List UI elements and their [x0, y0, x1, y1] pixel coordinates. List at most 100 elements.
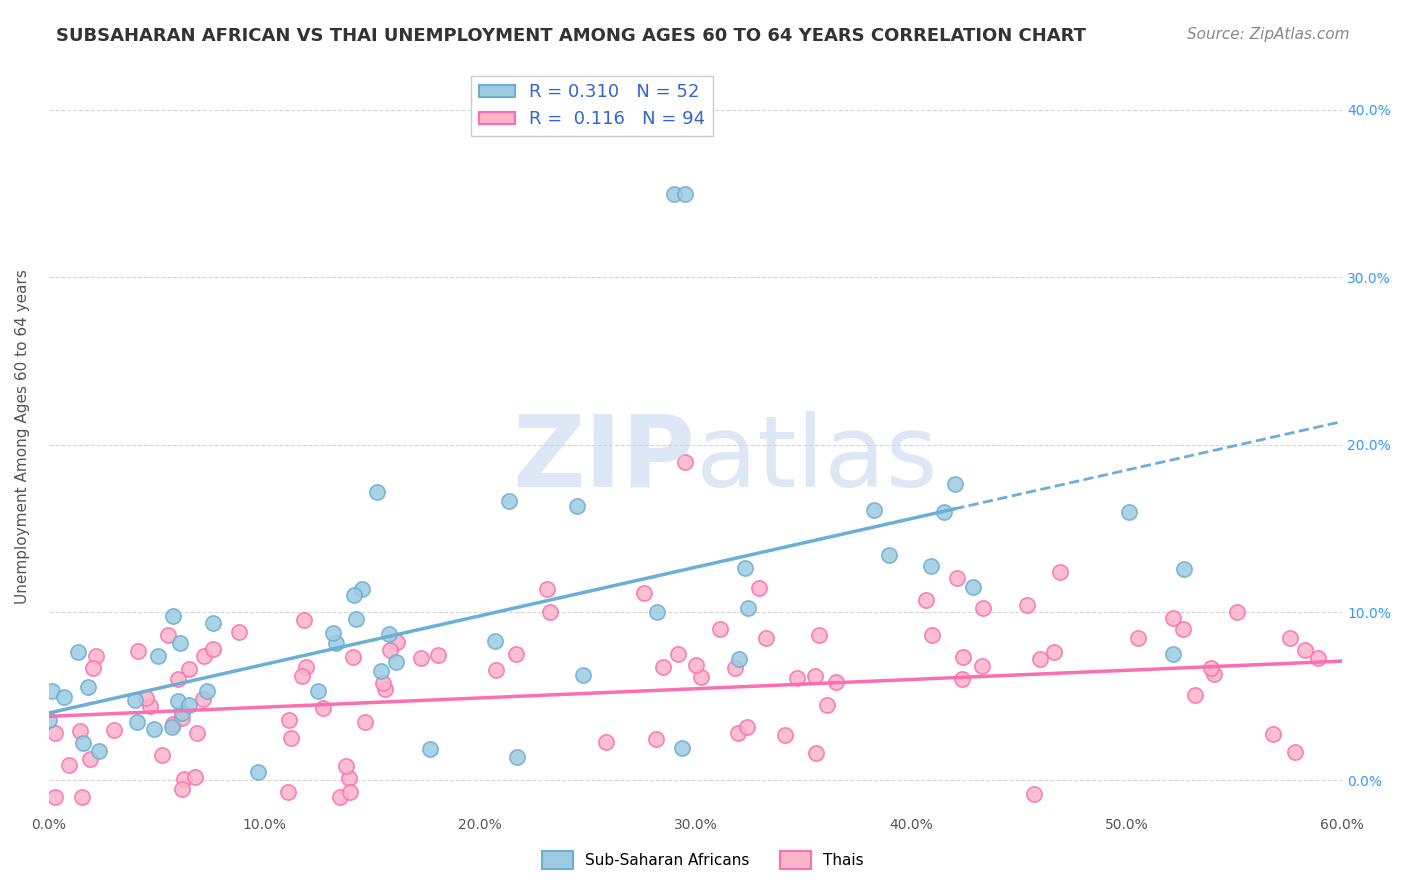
Sub-Saharan Africans	[877, 548, 900, 562]
Sub-Saharan Africans	[370, 664, 392, 678]
Thais	[1294, 643, 1316, 657]
Sub-Saharan Africans	[246, 765, 269, 780]
Text: Source: ZipAtlas.com: Source: ZipAtlas.com	[1187, 27, 1350, 42]
Thais	[84, 648, 107, 663]
Thais	[536, 582, 558, 596]
Sub-Saharan Africans	[38, 714, 60, 728]
Thais	[150, 747, 173, 762]
Thais	[290, 669, 312, 683]
Thais	[201, 641, 224, 656]
Thais	[170, 711, 193, 725]
Sub-Saharan Africans	[162, 609, 184, 624]
Thais	[673, 455, 696, 469]
Thais	[485, 663, 508, 677]
Thais	[645, 732, 668, 747]
Thais	[373, 676, 395, 690]
Thais	[179, 662, 201, 676]
Thais	[633, 586, 655, 600]
Thais	[950, 673, 973, 687]
Thais	[427, 648, 450, 663]
Sub-Saharan Africans	[671, 740, 693, 755]
Sub-Saharan Africans	[962, 580, 984, 594]
Sub-Saharan Africans	[325, 635, 347, 649]
Sub-Saharan Africans	[160, 720, 183, 734]
Thais	[1161, 611, 1184, 625]
Thais	[167, 672, 190, 686]
Sub-Saharan Africans	[943, 476, 966, 491]
Sub-Saharan Africans	[170, 706, 193, 720]
Thais	[972, 600, 994, 615]
Thais	[748, 582, 770, 596]
Sub-Saharan Africans	[322, 626, 344, 640]
Thais	[335, 759, 357, 773]
Thais	[409, 651, 432, 665]
Sub-Saharan Africans	[673, 186, 696, 201]
Thais	[82, 661, 104, 675]
Legend: Sub-Saharan Africans, Thais: Sub-Saharan Africans, Thais	[536, 845, 870, 875]
Thais	[815, 698, 838, 712]
Thais	[972, 658, 994, 673]
Thais	[44, 789, 66, 804]
Thais	[378, 643, 401, 657]
Thais	[1199, 661, 1222, 675]
Thais	[773, 728, 796, 742]
Sub-Saharan Africans	[932, 505, 955, 519]
Sub-Saharan Africans	[378, 626, 401, 640]
Sub-Saharan Africans	[384, 655, 406, 669]
Sub-Saharan Africans	[727, 652, 749, 666]
Sub-Saharan Africans	[1118, 505, 1140, 519]
Thais	[70, 789, 93, 804]
Thais	[157, 628, 180, 642]
Thais	[807, 628, 830, 642]
Sub-Saharan Africans	[202, 616, 225, 631]
Thais	[373, 681, 395, 696]
Legend: R = 0.310   N = 52, R =  0.116   N = 94: R = 0.310 N = 52, R = 0.116 N = 94	[471, 76, 713, 136]
Thais	[172, 781, 194, 796]
Sub-Saharan Africans	[565, 499, 588, 513]
Thais	[786, 671, 808, 685]
Thais	[339, 785, 361, 799]
Thais	[727, 725, 749, 739]
Thais	[184, 771, 207, 785]
Sub-Saharan Africans	[307, 684, 329, 698]
Thais	[385, 635, 408, 649]
Thais	[1261, 726, 1284, 740]
Thais	[354, 714, 377, 729]
Sub-Saharan Africans	[645, 605, 668, 619]
Thais	[1022, 787, 1045, 801]
Thais	[295, 660, 318, 674]
Text: ZIP: ZIP	[513, 410, 696, 508]
Sub-Saharan Africans	[506, 750, 529, 764]
Sub-Saharan Africans	[87, 744, 110, 758]
Thais	[135, 690, 157, 705]
Thais	[666, 647, 689, 661]
Thais	[173, 772, 195, 787]
Sub-Saharan Africans	[143, 722, 166, 736]
Thais	[292, 614, 315, 628]
Thais	[44, 726, 66, 740]
Sub-Saharan Africans	[177, 698, 200, 712]
Sub-Saharan Africans	[146, 649, 169, 664]
Sub-Saharan Africans	[344, 612, 367, 626]
Thais	[505, 647, 527, 661]
Sub-Saharan Africans	[920, 559, 942, 574]
Sub-Saharan Africans	[124, 693, 146, 707]
Thais	[312, 701, 335, 715]
Sub-Saharan Africans	[41, 684, 63, 698]
Y-axis label: Unemployment Among Ages 60 to 64 years: Unemployment Among Ages 60 to 64 years	[15, 269, 30, 604]
Thais	[1284, 746, 1306, 760]
Sub-Saharan Africans	[863, 503, 886, 517]
Sub-Saharan Africans	[53, 690, 76, 704]
Thais	[1184, 689, 1206, 703]
Thais	[280, 731, 302, 745]
Sub-Saharan Africans	[418, 742, 440, 756]
Thais	[127, 644, 149, 658]
Sub-Saharan Africans	[484, 634, 506, 648]
Sub-Saharan Africans	[737, 601, 759, 615]
Sub-Saharan Africans	[76, 680, 98, 694]
Thais	[103, 723, 125, 738]
Thais	[337, 771, 360, 785]
Thais	[162, 717, 184, 731]
Thais	[1015, 598, 1038, 612]
Thais	[755, 631, 778, 645]
